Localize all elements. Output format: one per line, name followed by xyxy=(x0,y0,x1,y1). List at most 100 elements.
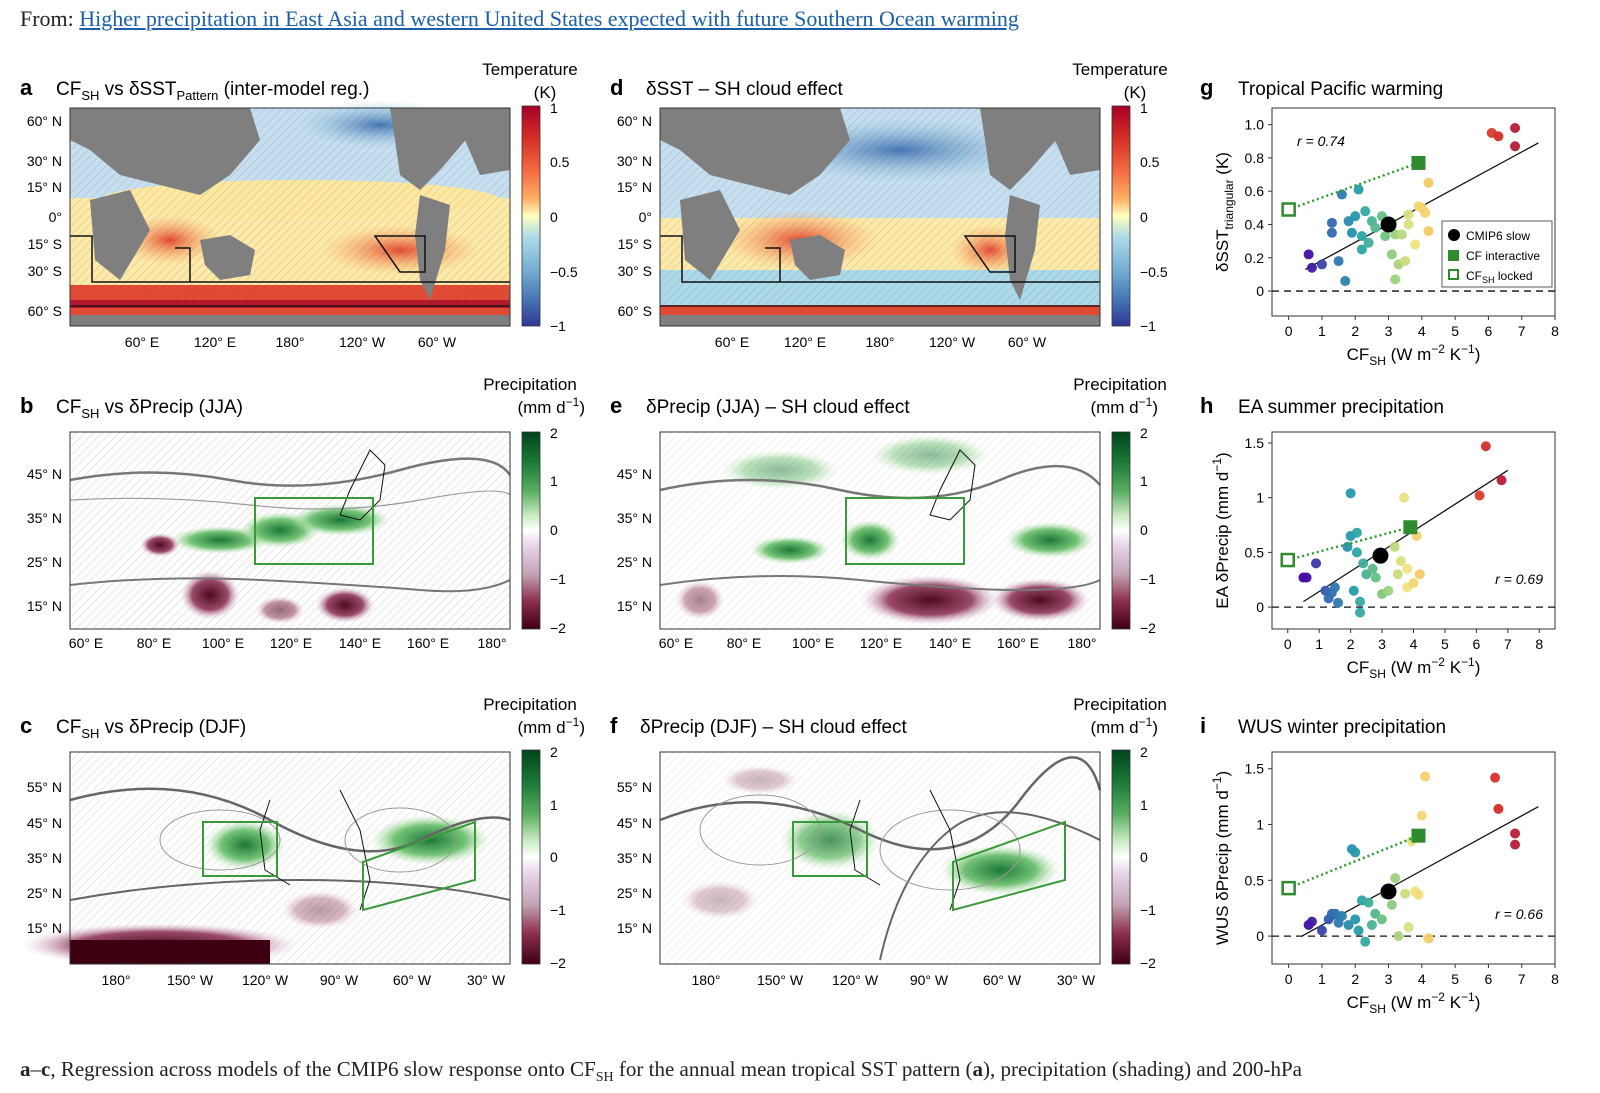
cf-interactive-marker xyxy=(1411,155,1426,170)
x-tick-label: 0 xyxy=(1285,323,1293,339)
lat-labels: 55° N 45° N 35° N 25° N 15° N xyxy=(27,779,62,936)
model-point xyxy=(1380,231,1391,242)
model-point xyxy=(1303,249,1314,260)
svg-text:60° N: 60° N xyxy=(617,113,652,129)
x-tick-label: 8 xyxy=(1551,971,1559,987)
svg-text:30° S: 30° S xyxy=(618,263,652,279)
model-point xyxy=(1389,541,1400,552)
lat-labels: 45° N 35° N 25° N 15° N xyxy=(617,466,652,614)
svg-text:120° W: 120° W xyxy=(242,972,289,988)
model-point xyxy=(1400,256,1411,267)
svg-text:1: 1 xyxy=(1140,100,1148,116)
svg-text:1: 1 xyxy=(1140,473,1148,489)
svg-text:60° W: 60° W xyxy=(393,972,432,988)
x-axis-label: CFSH (W m−2 K−1) xyxy=(1347,655,1481,681)
svg-text:180°: 180° xyxy=(692,972,721,988)
lat-labels: 60° N 30° N 15° N 0° 15° S 30° S 60° S xyxy=(617,113,652,319)
svg-text:15° N: 15° N xyxy=(617,598,652,614)
x-tick-label: 1 xyxy=(1315,636,1323,652)
model-point xyxy=(1370,572,1381,583)
model-point xyxy=(1386,899,1397,910)
svg-text:30° W: 30° W xyxy=(467,972,506,988)
model-point xyxy=(1420,771,1431,782)
svg-text:30° S: 30° S xyxy=(28,263,62,279)
model-point xyxy=(1355,596,1366,607)
svg-text:150° W: 150° W xyxy=(167,972,214,988)
y-tick-label: 1 xyxy=(1256,490,1264,506)
svg-text:15° N: 15° N xyxy=(27,920,62,936)
svg-text:1: 1 xyxy=(1140,797,1148,813)
svg-text:15° N: 15° N xyxy=(617,179,652,195)
model-point xyxy=(1351,547,1362,558)
source-line: From: Higher precipitation in East Asia … xyxy=(20,6,1019,32)
svg-text:−2: −2 xyxy=(1140,620,1156,636)
model-point xyxy=(1392,569,1403,580)
model-point xyxy=(1370,908,1381,919)
x-tick-label: 6 xyxy=(1472,636,1480,652)
svg-text:Precipitation: Precipitation xyxy=(483,375,577,394)
y-tick-label: 0.2 xyxy=(1245,250,1265,266)
svg-text:60° W: 60° W xyxy=(1008,334,1047,350)
panel-letter: b xyxy=(20,393,33,418)
svg-text:30° N: 30° N xyxy=(617,153,652,169)
x-tick-label: 1 xyxy=(1318,323,1326,339)
model-point xyxy=(1306,916,1317,927)
panel-letter: i xyxy=(1200,713,1206,738)
svg-text:−1: −1 xyxy=(550,571,566,587)
colorbar-precipitation: Precipitation (mm d−1) 2 1 0 −1 −2 xyxy=(483,375,585,636)
y-tick-label: 0 xyxy=(1256,283,1264,299)
cf-dotted-line xyxy=(1287,526,1411,562)
svg-text:120° E: 120° E xyxy=(860,635,902,651)
svg-text:0: 0 xyxy=(550,522,558,538)
x-tick-label: 5 xyxy=(1451,323,1459,339)
svg-text:(K): (K) xyxy=(1124,83,1147,102)
svg-text:45° N: 45° N xyxy=(617,815,652,831)
svg-text:45° N: 45° N xyxy=(617,466,652,482)
y-tick-label: 1.5 xyxy=(1245,435,1265,451)
svg-text:0°: 0° xyxy=(49,209,62,225)
svg-text:25° N: 25° N xyxy=(27,554,62,570)
svg-text:15° N: 15° N xyxy=(617,920,652,936)
panel-letter: f xyxy=(610,713,618,738)
svg-text:140° E: 140° E xyxy=(929,635,971,651)
colorbar-temperature: Temperature (K) 1 0.5 0 −0.5 −1 xyxy=(1072,60,1168,334)
x-tick-label: 4 xyxy=(1418,323,1426,339)
precip-map xyxy=(659,751,1102,965)
svg-text:45° N: 45° N xyxy=(27,815,62,831)
model-point xyxy=(1396,229,1407,240)
x-tick-label: 6 xyxy=(1485,323,1493,339)
panel-letter: e xyxy=(610,393,622,418)
x-tick-label: 0 xyxy=(1285,971,1293,987)
svg-text:2: 2 xyxy=(550,425,558,441)
svg-text:60° W: 60° W xyxy=(418,334,457,350)
svg-text:100° E: 100° E xyxy=(202,635,244,651)
svg-text:(mm d−1): (mm d−1) xyxy=(1090,395,1158,417)
x-tick-label: 2 xyxy=(1351,323,1359,339)
svg-text:120° E: 120° E xyxy=(194,334,236,350)
model-point xyxy=(1413,889,1424,900)
y-tick-label: 0.6 xyxy=(1245,183,1265,199)
svg-text:60° E: 60° E xyxy=(125,334,159,350)
panel-i-scatter: i WUS winter precipitation 0 1 2 3 4 5 6 7 8 0 0.5 1 1… xyxy=(1200,713,1559,1016)
svg-text:25° N: 25° N xyxy=(27,885,62,901)
panel-title: CFSH vs δPrecip (JJA) xyxy=(56,397,243,421)
svg-text:55° N: 55° N xyxy=(617,779,652,795)
correlation-label: r = 0.74 xyxy=(1297,133,1345,149)
panel-letter: h xyxy=(1200,393,1213,418)
svg-text:35° N: 35° N xyxy=(27,850,62,866)
precip-map xyxy=(659,431,1101,630)
svg-text:100° E: 100° E xyxy=(792,635,834,651)
y-axis-label: δSSTtriangular (K) xyxy=(1213,152,1236,272)
article-link[interactable]: Higher precipitation in East Asia and we… xyxy=(79,6,1019,31)
y-tick-label: 0.8 xyxy=(1245,150,1265,166)
model-point xyxy=(1510,828,1521,839)
model-point xyxy=(1351,527,1362,538)
svg-text:0: 0 xyxy=(550,849,558,865)
model-point xyxy=(1360,936,1371,947)
model-point xyxy=(1350,847,1361,858)
svg-text:35° N: 35° N xyxy=(617,510,652,526)
svg-text:55° N: 55° N xyxy=(27,779,62,795)
model-point xyxy=(1329,582,1340,593)
cf-interactive-marker xyxy=(1411,828,1426,843)
model-point xyxy=(1414,569,1425,580)
